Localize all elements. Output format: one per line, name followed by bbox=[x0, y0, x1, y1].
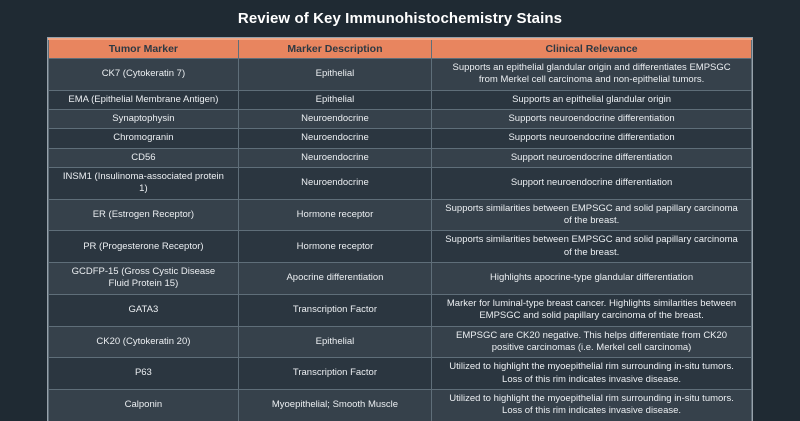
marker-description-cell: Epithelial bbox=[237, 89, 433, 111]
marker-description-cell: Neuroendocrine bbox=[237, 109, 433, 130]
tumor-marker-cell: ER (Estrogen Receptor) bbox=[48, 198, 239, 232]
marker-description-cell: Hormone receptor bbox=[237, 230, 433, 264]
clinical-relevance-cell: Supports neuroendocrine differentiation bbox=[431, 109, 752, 130]
clinical-relevance-cell: Support neuroendocrine differentiation bbox=[431, 167, 752, 200]
tumor-marker-cell: Synaptophysin bbox=[48, 109, 239, 130]
ihc-stains-table: Tumor Marker Marker Description Clinical… bbox=[48, 38, 752, 421]
marker-description-cell: Myoepithelial; Smooth Muscle bbox=[237, 388, 433, 421]
clinical-relevance-cell: Supports an epithelial glandular origin bbox=[431, 89, 752, 111]
clinical-relevance-cell: Utilized to highlight the myoepithelial … bbox=[431, 357, 752, 390]
tumor-marker-cell: EMA (Epithelial Membrane Antigen) bbox=[48, 89, 239, 111]
table-header-row: Tumor Marker Marker Description Clinical… bbox=[48, 38, 752, 59]
table-row: P63 Transcription Factor Utilized to highl… bbox=[48, 357, 752, 390]
table-row: Chromogranin Neuroendocrine Supports neuro… bbox=[48, 128, 752, 149]
table-row: GCDFP-15 (Gross Cystic Disease Fluid Pro… bbox=[48, 262, 752, 295]
header-clinical-relevance: Clinical Relevance bbox=[431, 38, 752, 59]
marker-description-cell: Epithelial bbox=[237, 325, 433, 359]
clinical-relevance-cell: Utilized to highlight the myoepithelial … bbox=[431, 388, 752, 421]
tumor-marker-cell: CD56 bbox=[48, 147, 239, 169]
header-tumor-marker: Tumor Marker bbox=[48, 38, 239, 59]
clinical-relevance-cell: Marker for luminal-type breast cancer. H… bbox=[431, 293, 752, 327]
clinical-relevance-cell: Supports neuroendocrine differentiation bbox=[431, 128, 752, 149]
table-row: Calponin Myoepithelial; Smooth Muscle Util… bbox=[48, 388, 752, 421]
clinical-relevance-cell: Support neuroendocrine differentiation bbox=[431, 147, 752, 169]
clinical-relevance-cell: Supports similarities between EMPSGC and… bbox=[431, 198, 752, 232]
table-row: ER (Estrogen Receptor) Hormone receptor Su… bbox=[48, 198, 752, 232]
table-row: EMA (Epithelial Membrane Antigen) Epithel… bbox=[48, 89, 752, 111]
tumor-marker-cell: GCDFP-15 (Gross Cystic Disease Fluid Pro… bbox=[48, 262, 239, 295]
table-row: PR (Progesterone Receptor) Hormone recept… bbox=[48, 230, 752, 264]
tumor-marker-cell: INSM1 (Insulinoma-associated protein 1) bbox=[48, 167, 239, 200]
marker-description-cell: Transcription Factor bbox=[237, 357, 433, 390]
marker-description-cell: Neuroendocrine bbox=[237, 147, 433, 169]
marker-description-cell: Hormone receptor bbox=[237, 198, 433, 232]
tumor-marker-cell: Chromogranin bbox=[48, 128, 239, 149]
table-row: Synaptophysin Neuroendocrine Supports neur… bbox=[48, 109, 752, 130]
table-row: CK7 (Cytokeratin 7) Epithelial Supports an… bbox=[48, 58, 752, 91]
marker-description-cell: Apocrine differentiation bbox=[237, 262, 433, 295]
table-row: CK20 (Cytokeratin 20) Epithelial EMPSGC ar… bbox=[48, 325, 752, 359]
table-row: GATA3 Transcription Factor Marker for lumi… bbox=[48, 293, 752, 327]
clinical-relevance-cell: Supports an epithelial glandular origin … bbox=[431, 58, 752, 91]
page-title: Review of Key Immunohistochemistry Stain… bbox=[237, 10, 563, 27]
clinical-relevance-cell: Highlights apocrine-type glandular diffe… bbox=[431, 262, 752, 295]
ihc-stains-table-wrapper: Tumor Marker Marker Description Clinical… bbox=[47, 37, 753, 421]
tumor-marker-cell: CK7 (Cytokeratin 7) bbox=[48, 58, 239, 91]
table-row: INSM1 (Insulinoma-associated protein 1) N… bbox=[48, 167, 752, 200]
table-body: CK7 (Cytokeratin 7) Epithelial Supports an… bbox=[48, 58, 752, 421]
marker-description-cell: Epithelial bbox=[237, 58, 433, 91]
tumor-marker-cell: P63 bbox=[48, 357, 239, 390]
clinical-relevance-cell: EMPSGC are CK20 negative. This helps dif… bbox=[431, 325, 752, 359]
tumor-marker-cell: Calponin bbox=[48, 388, 239, 421]
tumor-marker-cell: GATA3 bbox=[48, 293, 239, 327]
tumor-marker-cell: PR (Progesterone Receptor) bbox=[48, 230, 239, 264]
marker-description-cell: Neuroendocrine bbox=[237, 167, 433, 200]
marker-description-cell: Neuroendocrine bbox=[237, 128, 433, 149]
clinical-relevance-cell: Supports similarities between EMPSGC and… bbox=[431, 230, 752, 264]
header-marker-description: Marker Description bbox=[237, 38, 433, 59]
marker-description-cell: Transcription Factor bbox=[237, 293, 433, 327]
table-row: CD56 Neuroendocrine Support neuroendocrine… bbox=[48, 147, 752, 169]
tumor-marker-cell: CK20 (Cytokeratin 20) bbox=[48, 325, 239, 359]
